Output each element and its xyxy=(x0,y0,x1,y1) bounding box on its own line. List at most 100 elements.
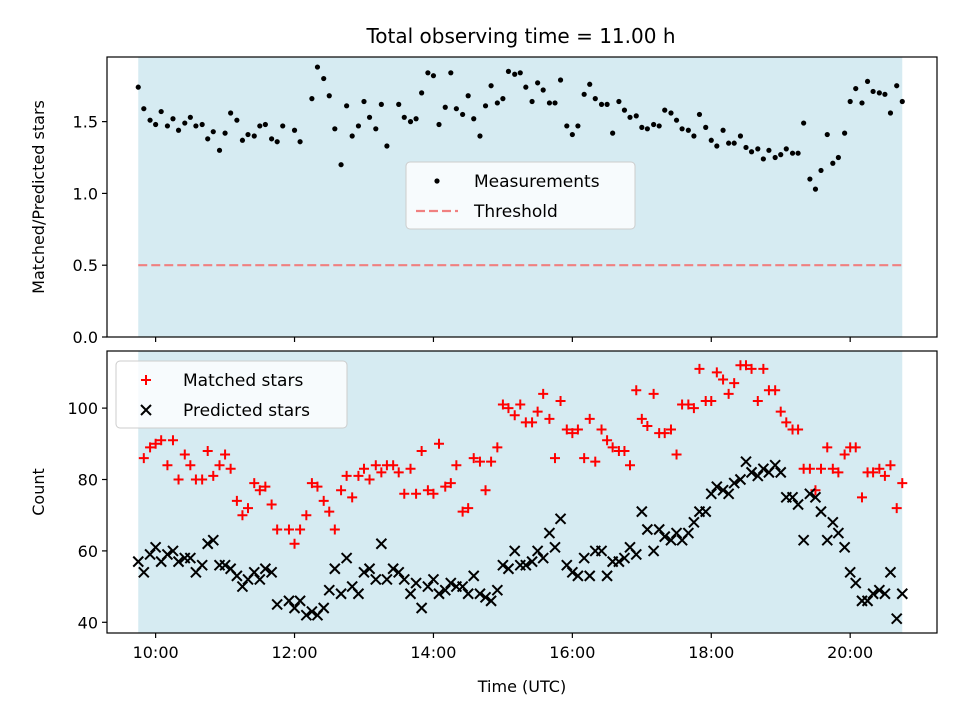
data-point xyxy=(734,473,747,486)
data-point xyxy=(184,552,197,564)
data-point xyxy=(607,442,618,453)
data-point xyxy=(306,478,317,489)
top-panel: 0.0 0.5 1.0 1.5 Matched/Predicted stars Measu… xyxy=(29,56,938,347)
data-point xyxy=(748,149,755,155)
data-point xyxy=(401,114,407,120)
data-point xyxy=(353,470,364,481)
data-point xyxy=(245,131,251,138)
data-point xyxy=(584,413,595,424)
y-tick-label: 100 xyxy=(67,399,98,418)
data-point xyxy=(882,91,888,97)
data-point xyxy=(439,584,451,596)
data-point xyxy=(812,186,819,192)
data-point xyxy=(549,541,561,554)
legend-label: Threshold xyxy=(473,202,558,222)
data-point xyxy=(164,123,171,129)
data-point xyxy=(839,449,850,460)
data-point xyxy=(427,573,440,586)
data-point xyxy=(225,463,236,474)
data-point xyxy=(207,534,219,546)
data-point xyxy=(636,505,648,518)
data-point xyxy=(572,570,584,582)
data-point xyxy=(413,116,419,122)
data-point xyxy=(740,455,752,468)
data-point xyxy=(833,467,844,478)
data-point xyxy=(618,552,631,564)
data-point xyxy=(827,516,839,529)
data-point xyxy=(766,147,772,153)
x-tick-label: 20:00 xyxy=(827,643,873,662)
data-point xyxy=(173,474,184,485)
data-point xyxy=(280,123,286,129)
data-point xyxy=(340,552,353,564)
data-point xyxy=(801,120,807,126)
data-point xyxy=(864,78,871,85)
data-point xyxy=(300,609,313,621)
data-point xyxy=(497,559,509,571)
data-point xyxy=(388,460,399,471)
data-point xyxy=(503,403,514,414)
data-point xyxy=(272,524,283,535)
data-point xyxy=(581,91,587,97)
data-point xyxy=(610,130,616,136)
data-point xyxy=(156,435,167,446)
data-point xyxy=(228,110,234,116)
data-point xyxy=(613,555,625,568)
data-point xyxy=(289,538,300,549)
y-axis-label: Matched/Predicted stars xyxy=(29,100,48,294)
data-point xyxy=(760,156,766,162)
data-point xyxy=(729,378,740,389)
data-point xyxy=(197,474,208,485)
data-point xyxy=(366,114,373,120)
data-point xyxy=(440,481,451,492)
data-point xyxy=(717,484,729,496)
data-point xyxy=(494,100,500,106)
data-point xyxy=(283,595,295,607)
data-point xyxy=(210,129,216,135)
data-point xyxy=(832,527,845,539)
data-point xyxy=(422,580,434,593)
data-point xyxy=(770,385,781,396)
data-point xyxy=(381,573,393,586)
data-point xyxy=(147,117,153,123)
data-point xyxy=(436,121,442,128)
data-point xyxy=(850,442,861,453)
data-point xyxy=(341,470,352,481)
data-point xyxy=(894,83,900,89)
data-point xyxy=(662,107,668,113)
x-tick-label: 12:00 xyxy=(271,643,317,662)
data-point xyxy=(410,577,422,589)
axes-frame xyxy=(106,350,938,634)
data-point xyxy=(260,481,271,492)
data-point xyxy=(138,566,150,579)
data-point xyxy=(370,460,381,471)
data-point xyxy=(150,438,161,449)
data-point xyxy=(222,130,228,136)
data-point xyxy=(196,559,208,571)
data-point xyxy=(552,100,558,106)
data-point xyxy=(647,545,660,557)
data-point xyxy=(682,527,695,539)
data-point xyxy=(375,538,388,550)
x-tick-label: 10:00 xyxy=(133,643,179,662)
data-point xyxy=(636,413,647,424)
data-point xyxy=(659,428,670,439)
data-point xyxy=(850,577,862,589)
data-point xyxy=(338,162,344,168)
data-point xyxy=(535,80,541,86)
data-point xyxy=(477,133,483,139)
data-point xyxy=(561,424,572,435)
data-point xyxy=(324,506,335,517)
data-point xyxy=(842,130,848,136)
data-point xyxy=(344,103,350,109)
data-point xyxy=(868,467,879,478)
data-point xyxy=(731,140,737,146)
data-point xyxy=(274,139,280,145)
data-point xyxy=(656,123,662,129)
data-point xyxy=(378,101,384,107)
data-point xyxy=(651,121,657,128)
data-point xyxy=(419,90,425,96)
data-point xyxy=(590,456,601,467)
data-point xyxy=(797,534,810,546)
data-point xyxy=(442,104,448,110)
